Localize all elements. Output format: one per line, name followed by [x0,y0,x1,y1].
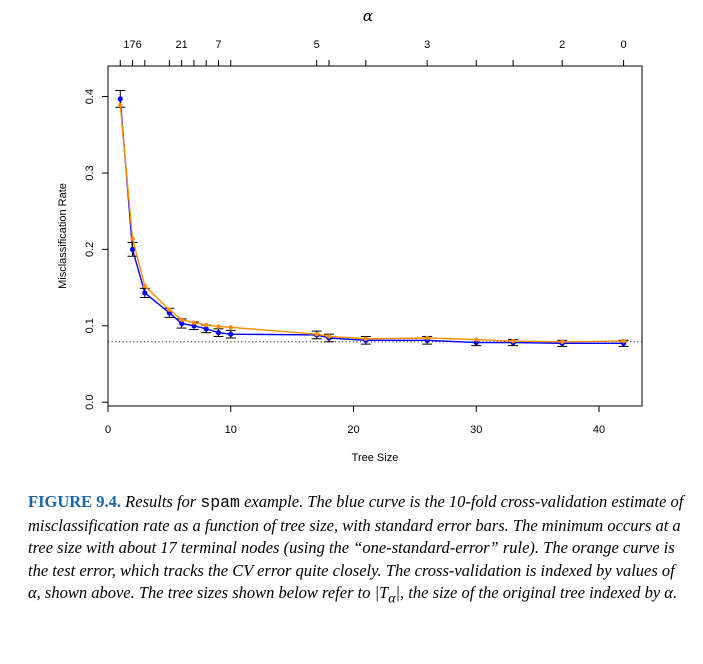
data-point [621,338,626,344]
data-point [191,320,197,325]
data-point [118,102,123,108]
top-axis: 176 21 7 5 3 2 0 [119,39,627,66]
top-tick-label: 3 [424,39,430,51]
caption-text-1: Results for [121,492,201,511]
top-tick-label: 5 [314,39,320,51]
data-point [215,330,222,336]
top-tick-label: 21 [176,39,188,51]
series-group [115,89,629,347]
data-point [167,307,172,312]
y-axis: 0.0 0.1 0.2 0.3 0.4 [84,89,108,410]
caption-code: spam [200,493,240,512]
figure-label: FIGURE 9.4. [28,492,122,511]
caption-text-3: |, the size of the original tree indexed… [395,583,678,603]
y-tick-label: 0.2 [84,242,96,257]
caption-subscript: α [388,590,396,606]
series-line-1 [119,98,624,345]
top-tick-label: 2 [559,39,565,51]
data-point [129,246,136,252]
x-tick-label: 10 [225,424,237,436]
y-tick-label: 0.3 [84,165,96,180]
data-point [142,290,148,296]
data-point [510,338,516,344]
top-tick-label: 0 [621,39,627,51]
data-point [228,325,233,330]
data-point [204,322,209,328]
data-point [179,317,184,322]
data-point [228,331,234,337]
data-point [179,320,185,327]
data-point [216,324,221,329]
data-point [203,326,209,332]
data-point [130,236,135,241]
data-point [560,339,565,345]
y-tick-label: 0.1 [84,318,96,333]
top-tick-label: 176 [123,39,141,51]
data-point [363,336,368,341]
x-axis-label: Tree Size [352,452,399,464]
x-tick-label: 0 [105,424,111,436]
x-tick-label: 30 [470,424,482,436]
data-point [474,337,479,342]
x-tick-label: 20 [347,424,359,436]
y-tick-label: 0.4 [84,89,96,104]
top-tick-label: 7 [215,39,221,51]
data-point [117,96,123,102]
x-axis: 0 10 20 30 40 [105,406,605,436]
data-point [326,334,332,339]
series-line-2 [119,104,624,343]
top-axis-label: α [363,7,373,25]
caption-text-2: example. The blue curve is the 10-fold c… [28,492,684,603]
chart: α Tree Size Misclassification Rate 0 10 20… [57,7,643,464]
figure-caption: FIGURE 9.4. Results for spam example. Th… [28,491,688,610]
data-point [314,331,319,337]
x-tick-label: 40 [593,424,605,436]
data-point [424,335,430,341]
y-tick-label: 0.0 [84,395,96,410]
plot-frame [107,65,643,407]
y-axis-label: Misclassification Rate [57,183,69,289]
data-point [142,283,148,289]
